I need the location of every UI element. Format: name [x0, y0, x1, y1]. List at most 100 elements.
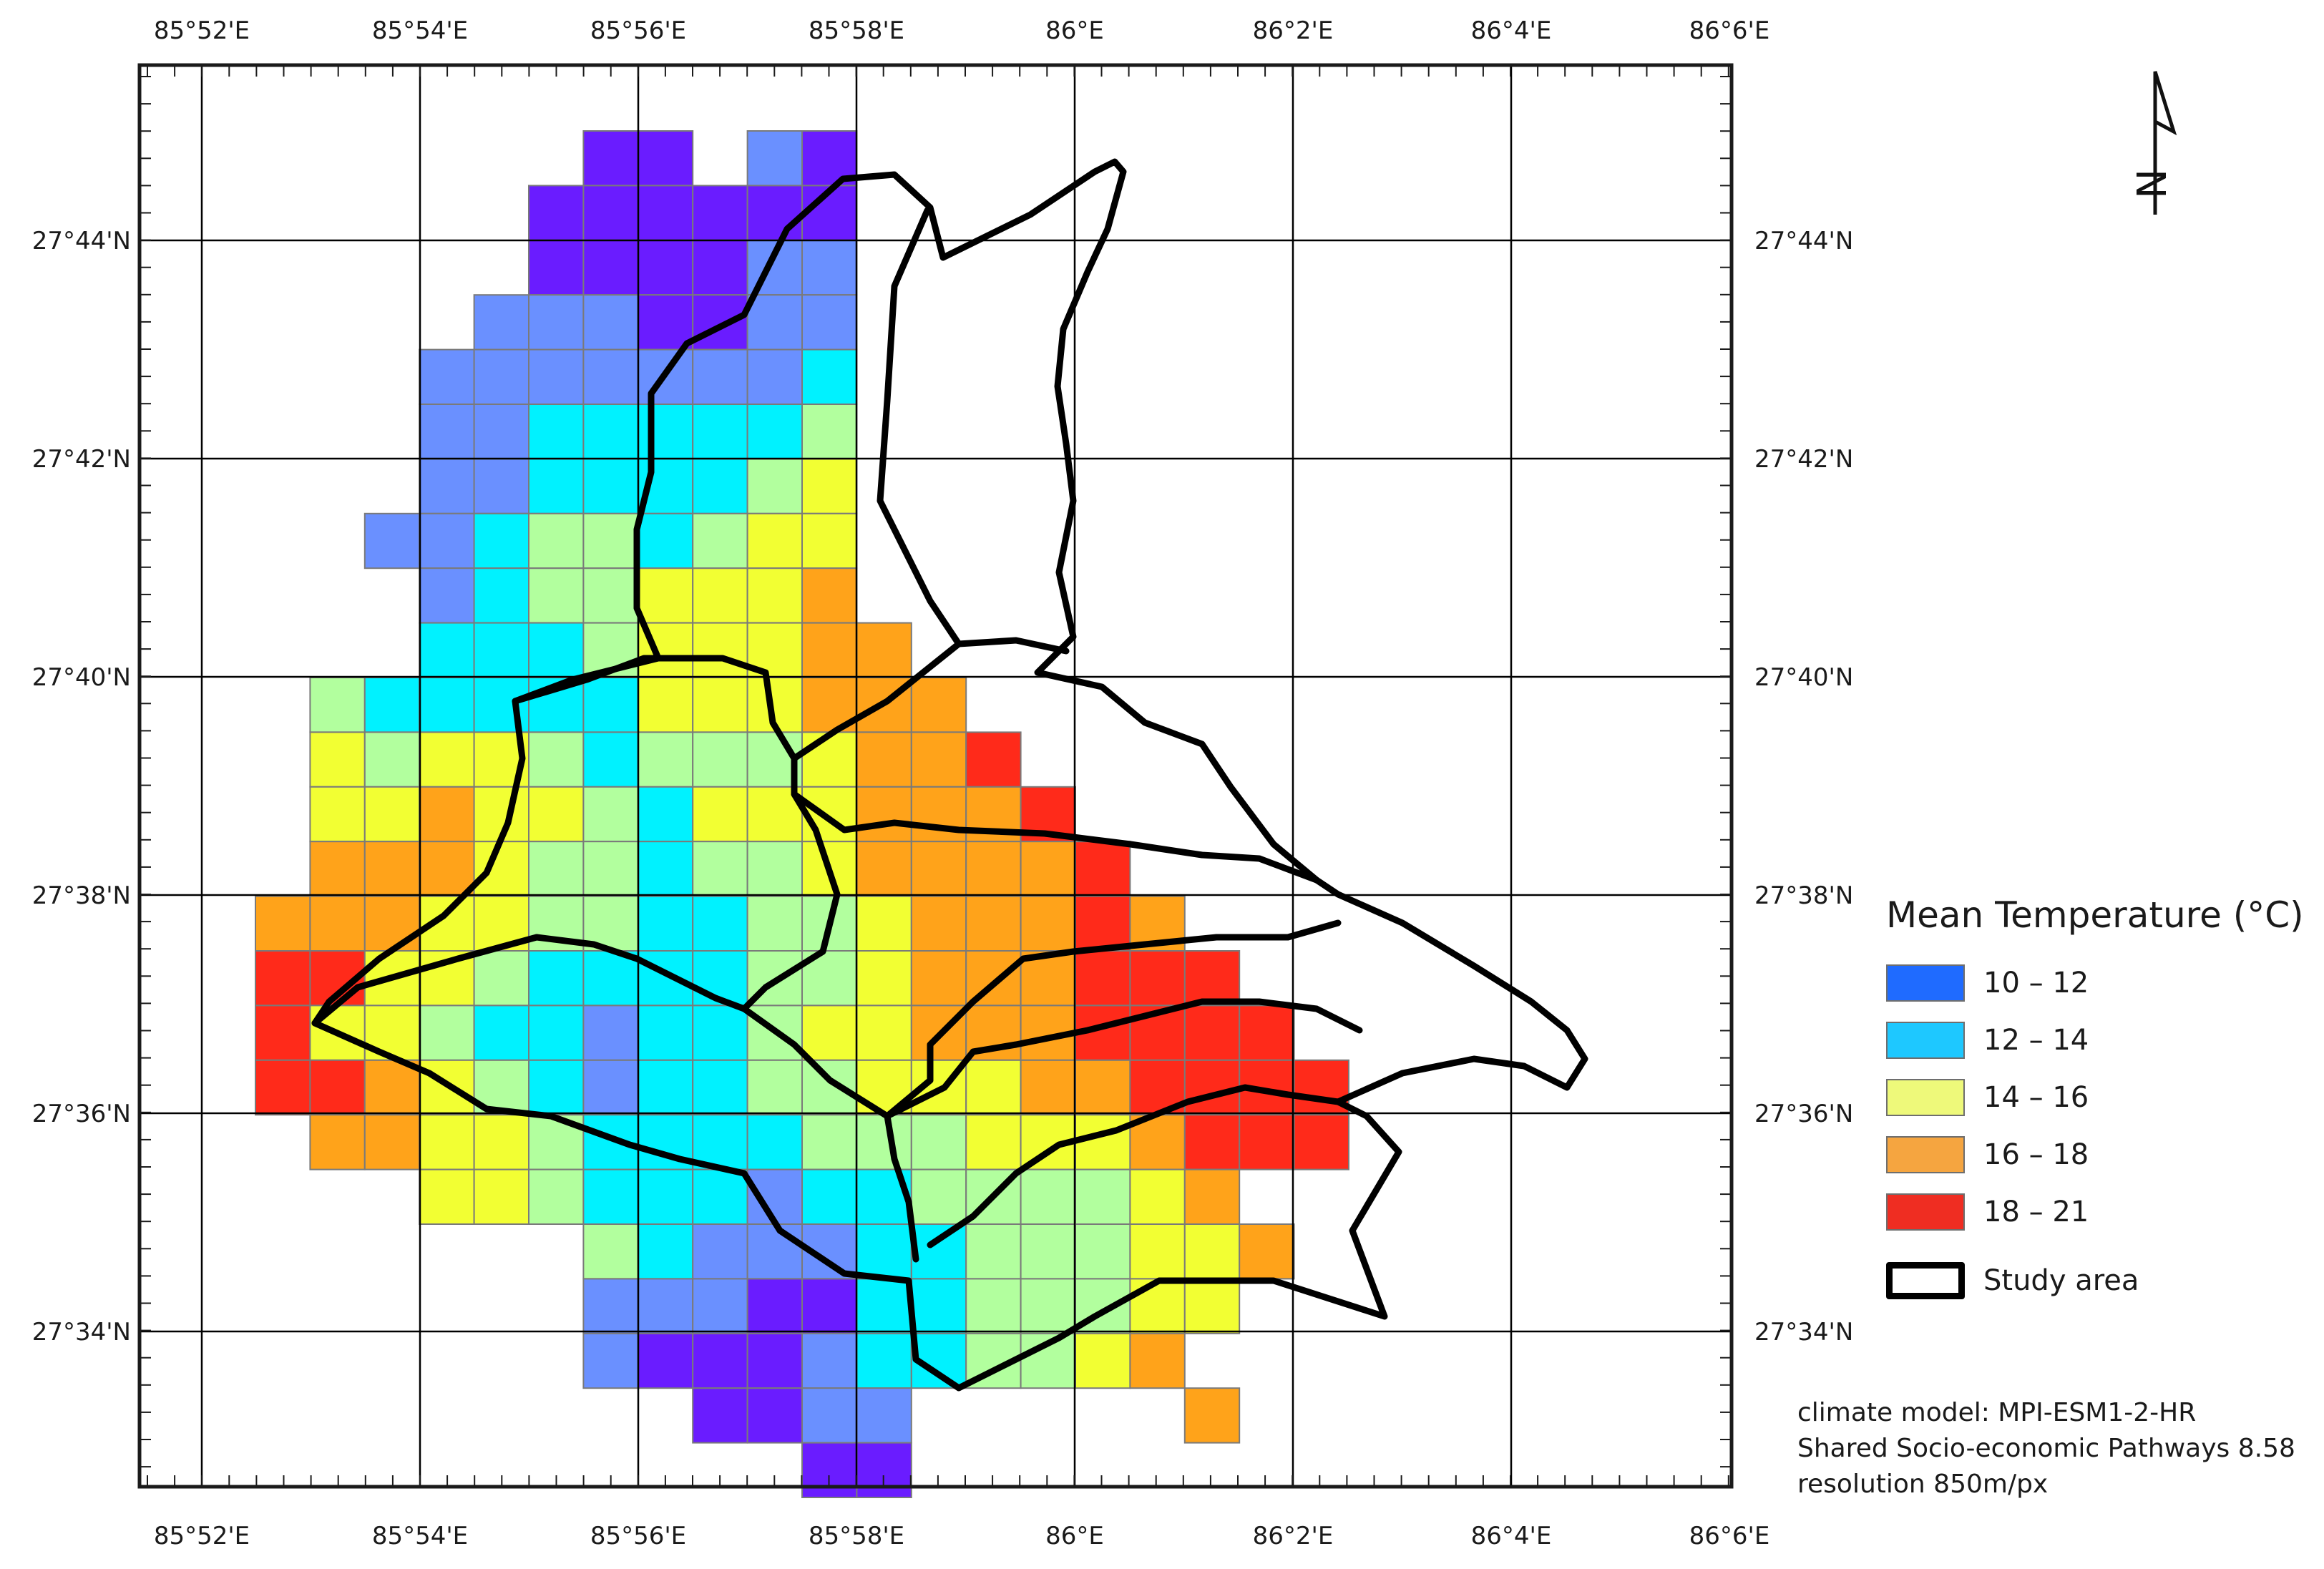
grid-cell [637, 841, 694, 897]
grid-cell [582, 294, 639, 351]
latitude-label: 27°40'N [32, 663, 131, 692]
legend-swatch [1886, 1193, 1965, 1231]
grid-cell [910, 841, 967, 897]
grid-cell [1293, 1114, 1349, 1170]
grid-cell [363, 1114, 421, 1170]
grid-cell [801, 622, 858, 678]
grid-cell [637, 1059, 694, 1116]
grid-cell [746, 404, 803, 460]
study-area-label: Study area [1983, 1264, 2139, 1297]
grid-cell [910, 786, 967, 843]
grid-cell [746, 841, 803, 897]
grid-cell [582, 567, 639, 624]
grid-cell [582, 1168, 639, 1225]
study-area-boundaries [311, 158, 1588, 1392]
grid-cell [582, 1332, 639, 1389]
latitude-label: 27°36'N [1754, 1100, 1853, 1128]
grid-cell [473, 1168, 529, 1225]
grid-cell [692, 404, 748, 460]
grid-cell [473, 1005, 529, 1061]
study-area-boundary-inner-3 [512, 655, 798, 762]
study-area-boundary-inner-1 [877, 207, 1070, 655]
grid-cell [965, 841, 1022, 897]
grid-cell [419, 786, 475, 843]
grid-cell [309, 677, 366, 733]
grid-cell [692, 348, 748, 406]
grid-cell [1239, 1114, 1295, 1170]
grid-cell [801, 458, 858, 514]
grid-cell [637, 677, 694, 733]
longitude-label: 85°58'E [809, 16, 904, 45]
grid-cell [965, 1278, 1022, 1334]
grid-cell [1183, 1114, 1241, 1170]
map-notes: climate model: MPI-ESM1-2-HR Shared Soci… [1797, 1395, 2295, 1502]
grid-cell [801, 1005, 858, 1061]
grid-cell [746, 895, 803, 952]
grid-cell [419, 404, 475, 460]
grid-cell [363, 731, 421, 788]
grid-cell [582, 185, 639, 241]
grid-cell [801, 786, 858, 843]
grid-cell [1075, 1223, 1131, 1280]
latitude-label: 27°34'N [1754, 1318, 1853, 1346]
grid-cell [1020, 895, 1076, 952]
grid-cell [746, 130, 803, 187]
grid-cell [910, 895, 967, 952]
legend-swatch [1886, 1136, 1965, 1173]
grid-cell [692, 731, 748, 788]
grid-cell [746, 1223, 803, 1280]
grid-cell [419, 348, 475, 406]
grid-cell [582, 677, 639, 733]
grid-cell [801, 1114, 858, 1170]
grid-cell [746, 185, 803, 241]
grid-cell [856, 786, 912, 843]
grid-cell [637, 1168, 694, 1225]
grid-cell [746, 294, 803, 351]
grid-cell [856, 1223, 912, 1280]
grid-cell [582, 1005, 639, 1061]
grid-cell [363, 841, 421, 897]
temperature-grid [255, 130, 1349, 1498]
grid-cell [637, 1332, 694, 1389]
grid-cell [419, 567, 475, 624]
grid-cell [473, 404, 529, 460]
grid-cell [1075, 1114, 1131, 1170]
grid-cell [1129, 1278, 1186, 1334]
grid-cell [1075, 1059, 1131, 1116]
grid-cell [582, 458, 639, 514]
grid-cell [473, 950, 529, 1007]
grid-cell [965, 895, 1022, 952]
legend-swatch [1886, 1022, 1965, 1059]
latitude-label: 27°38'N [32, 881, 131, 910]
grid-cell [746, 1059, 803, 1116]
grid-cell [1020, 1059, 1076, 1116]
grid-cell [528, 458, 585, 514]
grid-cell [1020, 1278, 1076, 1334]
grid-cell [856, 1387, 912, 1444]
study-area-boundary-inner-8 [927, 1084, 1342, 1248]
grid-cell [692, 1387, 748, 1444]
grid-cell [528, 841, 585, 897]
grid-cell [419, 622, 475, 678]
grid-cell [692, 512, 748, 570]
grid-cell [801, 567, 858, 624]
grid-cell [637, 1278, 694, 1334]
legend-class-item: 16 – 18 [1886, 1126, 2315, 1183]
north-arrow-icon: N [2127, 71, 2177, 215]
grid-cell [746, 1278, 803, 1334]
grid-cell [473, 294, 529, 351]
legend-study-area: Study area [1886, 1252, 2315, 1309]
grid-cell [856, 950, 912, 1007]
grid-cell [1075, 1168, 1131, 1225]
grid-cell [746, 512, 803, 570]
grid-cell [309, 1059, 366, 1116]
study-area-boundary-outer [311, 158, 1588, 1392]
grid-cell [801, 731, 858, 788]
grid-cell [637, 731, 694, 788]
grid-cell [1183, 1387, 1241, 1444]
grid-cell [528, 185, 585, 241]
grid-cell [1020, 841, 1076, 897]
grid-cell [528, 1005, 585, 1061]
grid-cell [692, 1005, 748, 1061]
